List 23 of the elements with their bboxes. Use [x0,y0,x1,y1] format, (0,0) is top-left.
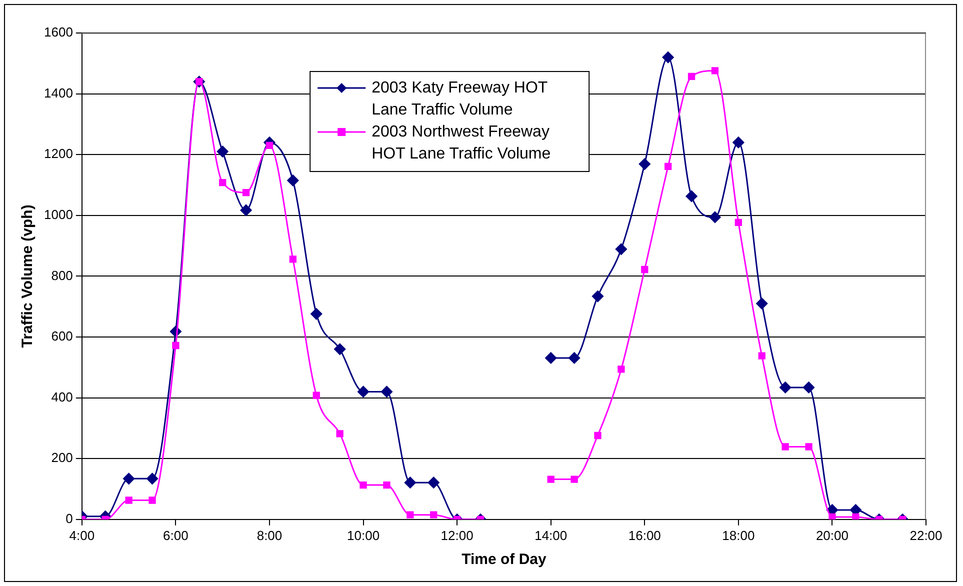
x-tick-label: 6:00 [163,528,188,543]
x-axis-title: Time of Day [462,551,547,568]
y-tick-label: 400 [51,389,73,404]
y-tick-label: 800 [51,268,73,283]
y-tick-label: 1000 [44,206,73,222]
y-axis-title: Traffic Volume (vph) [19,204,36,348]
legend-label: 2003 Northwest Freeway HOT Lane Traffic Volume [372,123,551,162]
x-tick-label: 20:00 [816,528,848,543]
y-tick-label: 1400 [44,85,73,100]
x-tick-label: 8:00 [256,528,282,543]
x-tick-label: 4:00 [69,528,95,543]
x-tick-label: 22:00 [910,528,942,543]
y-tick-label: 1600 [44,24,73,40]
y-tick-label: 600 [51,328,73,344]
y-tick-label: 200 [51,450,73,466]
y-tick-label: 0 [66,510,73,526]
x-tick-label: 10:00 [347,528,380,543]
x-tick-label: 14:00 [534,528,568,543]
legend-label: 2003 Katy Freeway HOT Lane Traffic Volume [372,79,548,118]
y-tick-label: 1200 [44,146,73,162]
x-tick-label: 18:00 [722,528,755,543]
x-tick-label: 12:00 [440,528,474,543]
x-tick-label: 16:00 [628,528,661,543]
